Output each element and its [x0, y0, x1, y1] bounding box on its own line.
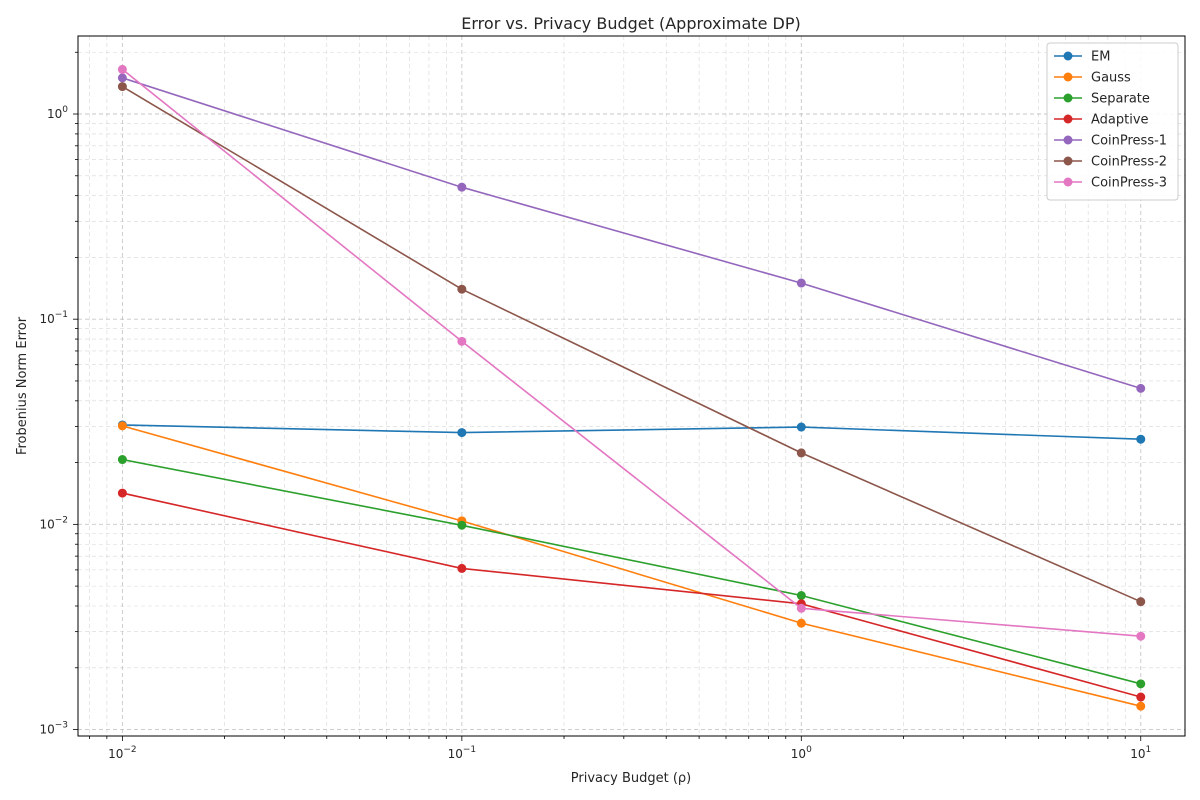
legend-item: EM [1054, 50, 1110, 65]
x-axis-label: Privacy Budget (ρ) [571, 771, 692, 786]
series-line [122, 492, 1142, 698]
data-point [457, 336, 467, 346]
legend-marker [1063, 177, 1073, 187]
x-tick-label: 100 [791, 745, 812, 761]
plot-frame [77, 35, 1186, 737]
y-tick-label: 10−1 [39, 310, 68, 326]
data-point [796, 448, 806, 458]
series-line [121, 85, 1142, 603]
data-point [796, 422, 806, 432]
y-tick-label: 100 [47, 105, 68, 121]
series-coinpress-2 [117, 82, 1146, 607]
legend-label: CoinPress-3 [1091, 176, 1167, 191]
legend: EM Gauss Separate Adaptive CoinPress-1 CoinPr… [1046, 42, 1179, 201]
legend-label: Separate [1091, 92, 1150, 107]
legend-label: CoinPress-1 [1091, 134, 1167, 149]
legend-marker [1063, 72, 1073, 82]
legend-item: CoinPress-3 [1054, 176, 1167, 191]
y-tick-label: 10−2 [39, 515, 68, 531]
chart-title: Error vs. Privacy Budget (Approximate DP… [461, 14, 800, 33]
series-coinpress-1 [117, 73, 1146, 393]
data-point [1136, 597, 1146, 607]
series-line [122, 424, 1141, 440]
legend-marker [1063, 156, 1073, 166]
x-tick-label: 101 [1130, 745, 1151, 761]
legend-marker [1063, 135, 1073, 145]
series-layer [117, 64, 1146, 711]
legend-marker [1063, 114, 1073, 124]
x-tick-label: 10−1 [448, 745, 477, 761]
grid-lines [78, 36, 1185, 736]
legend-item: CoinPress-2 [1054, 155, 1167, 170]
data-point [117, 455, 127, 465]
data-point [457, 563, 467, 573]
y-tick-label: 10−3 [39, 721, 68, 737]
data-point [117, 488, 127, 498]
data-point [796, 591, 806, 601]
data-point [117, 82, 127, 92]
data-point [1136, 631, 1146, 641]
data-point [457, 428, 467, 438]
legend-label: EM [1091, 50, 1110, 65]
data-point [457, 182, 467, 192]
legend-item: Gauss [1054, 71, 1131, 86]
series-line [121, 68, 1141, 637]
legend-item: Adaptive [1054, 113, 1149, 128]
data-point [1136, 383, 1146, 393]
data-point [457, 284, 467, 294]
legend-label: CoinPress-2 [1091, 155, 1167, 170]
data-point [1136, 701, 1146, 711]
series-line [122, 77, 1142, 390]
legend-label: Adaptive [1091, 113, 1149, 128]
y-axis-label: Frobenius Norm Error [15, 316, 30, 455]
legend-item: CoinPress-1 [1054, 134, 1167, 149]
series-line [122, 458, 1142, 685]
data-point [796, 603, 806, 613]
series-gauss [117, 421, 1146, 711]
series-separate [117, 455, 1146, 689]
series-coinpress-3 [117, 64, 1146, 641]
data-point [1136, 434, 1146, 444]
legend-marker [1063, 93, 1073, 103]
data-point [117, 73, 127, 83]
data-point [117, 64, 127, 74]
series-line [122, 425, 1141, 707]
data-point [117, 421, 127, 431]
axis-ticks: 10−2 10−1 100 101 10−3 10−2 10−1 100 [39, 51, 1151, 761]
x-tick-label: 10−2 [108, 745, 137, 761]
legend-label: Gauss [1091, 71, 1131, 86]
legend-marker [1063, 51, 1073, 61]
data-point [796, 618, 806, 628]
data-point [457, 520, 467, 530]
series-em [117, 420, 1146, 444]
data-point [1136, 679, 1146, 689]
data-point [1136, 692, 1146, 702]
data-point [796, 278, 806, 288]
legend-item: Separate [1054, 92, 1150, 107]
